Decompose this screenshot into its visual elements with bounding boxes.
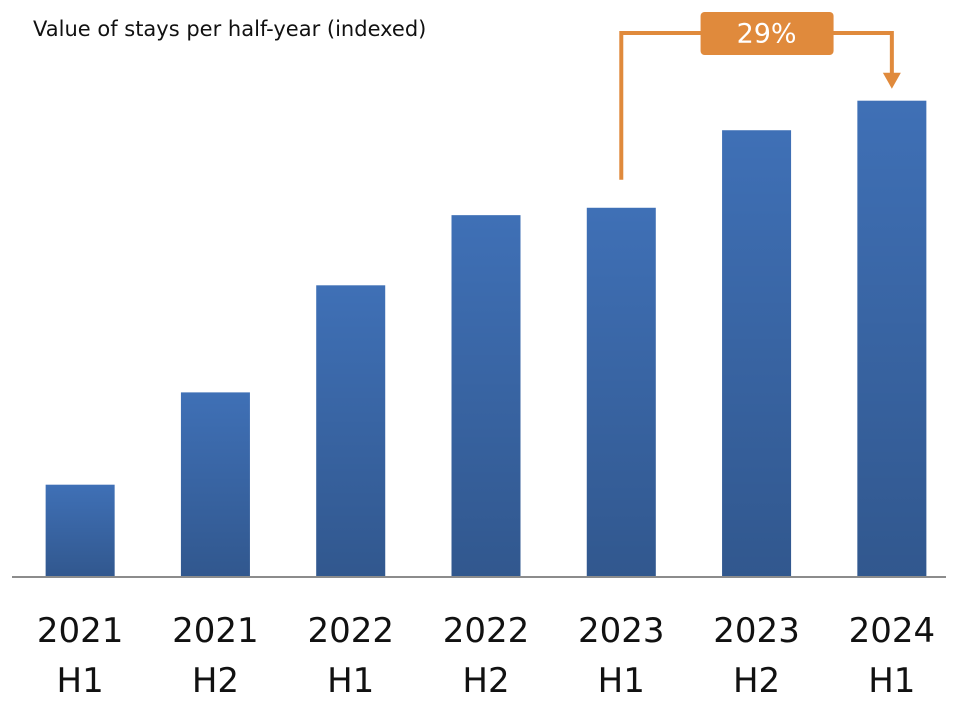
x-tick-label: 2022 H2 — [442, 611, 530, 701]
x-tick-label: 2021 H1 — [36, 611, 124, 701]
bar — [45, 484, 115, 577]
x-tick-label: 2024 H1 — [848, 611, 936, 701]
bar — [451, 215, 521, 577]
annotation-arrowhead — [882, 72, 901, 89]
bar — [316, 285, 386, 577]
bar — [857, 100, 927, 577]
chart-title: Value of stays per half-year (indexed) — [33, 17, 426, 41]
bar — [586, 207, 656, 577]
x-tick-label: 2022 H1 — [307, 611, 394, 701]
annotation-label: 29% — [737, 19, 797, 50]
annotation-box — [700, 12, 834, 55]
bar — [722, 130, 792, 577]
bar — [180, 392, 250, 577]
x-tick-label: 2023 H2 — [713, 611, 800, 701]
x-tick-label: 2021 H2 — [172, 611, 259, 701]
x-tick-label: 2023 H1 — [578, 611, 665, 701]
